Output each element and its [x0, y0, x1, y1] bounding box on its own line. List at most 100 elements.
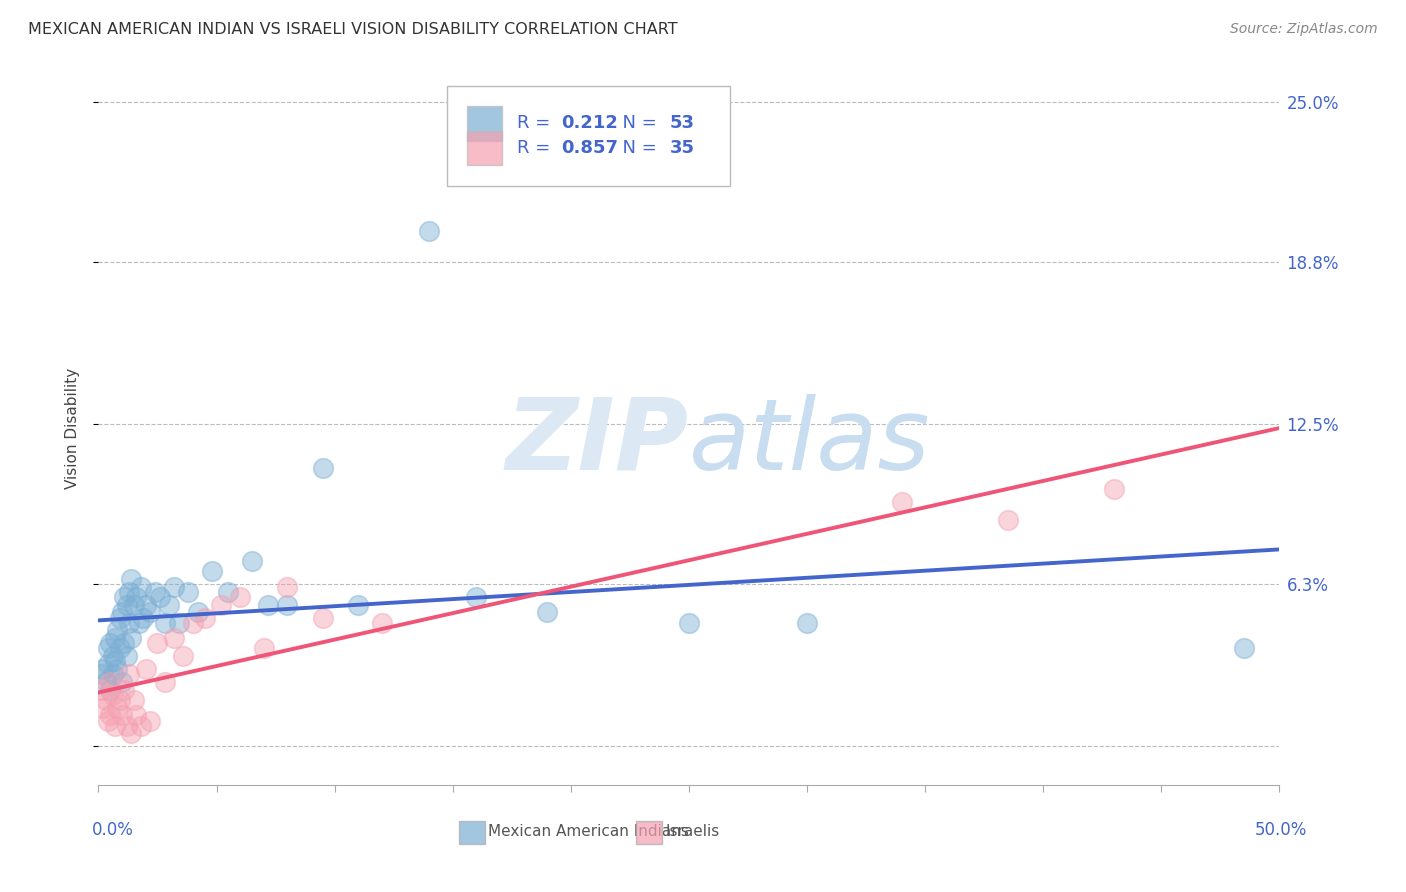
Point: [104, 631, 127, 645]
Point: [139, 605, 162, 619]
Point: [146, 636, 169, 650]
Point: [276, 580, 298, 594]
Point: [276, 598, 298, 612]
Point: [125, 590, 148, 604]
Point: [91, 662, 114, 676]
Point: [121, 726, 143, 740]
Point: [253, 641, 276, 656]
Point: [312, 610, 335, 624]
Point: [98, 636, 121, 650]
Point: [209, 598, 232, 612]
Point: [108, 610, 131, 624]
Point: [105, 662, 128, 676]
Text: N =: N =: [612, 139, 662, 157]
Point: [312, 461, 335, 475]
Point: [98, 708, 121, 723]
Point: [172, 649, 194, 664]
Text: Mexican American Indians: Mexican American Indians: [488, 824, 689, 838]
Text: 0.0%: 0.0%: [91, 821, 134, 838]
Point: [217, 584, 239, 599]
Point: [796, 615, 818, 630]
Point: [112, 590, 135, 604]
Point: [101, 667, 124, 681]
Point: [177, 584, 200, 599]
Point: [97, 641, 120, 656]
Point: [257, 598, 280, 612]
Y-axis label: Vision Disability: Vision Disability: [65, 368, 80, 489]
Point: [94, 693, 117, 707]
Point: [157, 598, 180, 612]
Point: [128, 615, 150, 630]
FancyBboxPatch shape: [467, 106, 502, 141]
Point: [240, 554, 263, 568]
Text: R =: R =: [516, 139, 555, 157]
Point: [115, 598, 138, 612]
Point: [105, 700, 128, 714]
Point: [97, 657, 120, 671]
Point: [201, 564, 224, 578]
Point: [111, 605, 134, 619]
Point: [91, 700, 114, 714]
Point: [1102, 482, 1125, 496]
Point: [890, 494, 912, 508]
Point: [104, 654, 127, 668]
Point: [1233, 641, 1256, 656]
Point: [135, 598, 157, 612]
Point: [163, 631, 186, 645]
Point: [115, 719, 138, 733]
Point: [112, 682, 135, 697]
FancyBboxPatch shape: [467, 130, 502, 165]
Point: [536, 605, 558, 619]
Point: [101, 649, 124, 664]
Text: atlas: atlas: [689, 394, 931, 491]
Point: [194, 610, 217, 624]
Point: [90, 667, 112, 681]
Point: [122, 598, 145, 612]
FancyBboxPatch shape: [636, 822, 662, 844]
Point: [347, 598, 370, 612]
Point: [465, 590, 488, 604]
Text: Source: ZipAtlas.com: Source: ZipAtlas.com: [1230, 22, 1378, 37]
Text: ZIP: ZIP: [506, 394, 689, 491]
Point: [153, 674, 176, 689]
Text: 53: 53: [671, 114, 695, 132]
Point: [163, 580, 186, 594]
Point: [104, 719, 127, 733]
Point: [97, 714, 120, 728]
Point: [94, 674, 117, 689]
Point: [181, 615, 204, 630]
Text: 0.212: 0.212: [561, 114, 619, 132]
Point: [167, 615, 190, 630]
Point: [135, 662, 157, 676]
Point: [153, 615, 176, 630]
Point: [129, 580, 152, 594]
Point: [122, 693, 145, 707]
Point: [118, 615, 141, 630]
Point: [125, 708, 148, 723]
Point: [149, 590, 172, 604]
Point: [98, 682, 121, 697]
Point: [112, 636, 135, 650]
Point: [111, 708, 134, 723]
FancyBboxPatch shape: [458, 822, 485, 844]
Point: [118, 667, 141, 681]
Text: 0.857: 0.857: [561, 139, 619, 157]
Point: [418, 224, 440, 238]
Text: Israelis: Israelis: [665, 824, 720, 838]
Point: [90, 682, 112, 697]
Point: [121, 572, 143, 586]
Text: 50.0%: 50.0%: [1256, 821, 1308, 838]
Point: [111, 674, 134, 689]
Point: [371, 615, 394, 630]
Text: 35: 35: [671, 139, 695, 157]
Point: [121, 631, 143, 645]
Text: N =: N =: [612, 114, 662, 132]
Point: [108, 641, 131, 656]
Point: [108, 693, 131, 707]
Point: [132, 610, 155, 624]
Text: R =: R =: [516, 114, 555, 132]
Point: [678, 615, 700, 630]
Point: [101, 688, 124, 702]
Point: [229, 590, 252, 604]
Point: [105, 624, 128, 638]
